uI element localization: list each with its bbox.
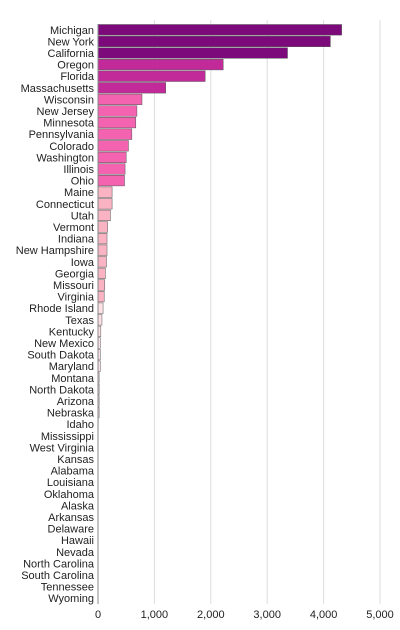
category-label: Florida (60, 71, 95, 83)
bar (97, 128, 133, 140)
bar (97, 256, 107, 268)
x-tick-label: 1,000 (141, 609, 169, 621)
category-label: North Carolina (23, 558, 95, 570)
category-label: Texas (65, 315, 94, 327)
category-label: Alabama (51, 466, 95, 478)
category-label: Arizona (57, 396, 95, 408)
bar (97, 82, 166, 94)
bar (97, 186, 113, 198)
bar (97, 105, 138, 117)
bar (97, 140, 129, 152)
category-label: South Dakota (27, 350, 95, 362)
category-label: Wyoming (48, 593, 94, 605)
category-label: Montana (51, 373, 95, 385)
category-label: Washington (36, 152, 94, 164)
category-label: Utah (71, 210, 94, 222)
category-label: Ohio (71, 176, 94, 188)
bar (97, 47, 288, 59)
category-label: Massachusetts (21, 83, 95, 95)
x-tick-label: 2,000 (197, 609, 225, 621)
category-label: Hawaii (61, 535, 94, 547)
category-label: Tennessee (41, 582, 94, 594)
category-label: Mississippi (41, 431, 94, 443)
category-label: Idaho (66, 419, 94, 431)
category-label: Georgia (55, 268, 95, 280)
category-label: Illinois (63, 164, 94, 176)
category-label: Michigan (50, 25, 94, 37)
bar (97, 244, 108, 256)
category-label: Alaska (61, 500, 95, 512)
bar (97, 198, 113, 210)
category-label: New York (48, 36, 95, 48)
bar (97, 175, 125, 187)
bar (97, 59, 224, 71)
category-label: Nevada (56, 547, 95, 559)
category-label: Louisiana (47, 477, 95, 489)
category-label: South Carolina (21, 570, 95, 582)
category-label: Minnesota (43, 118, 95, 130)
bar (97, 117, 137, 129)
gridlines (153, 20, 381, 604)
category-label: Kansas (57, 454, 94, 466)
bar (97, 93, 143, 105)
category-label: North Dakota (29, 384, 95, 396)
bar (97, 233, 108, 245)
category-label: Colorado (49, 141, 94, 153)
bar (97, 70, 206, 82)
category-label: New Mexico (34, 338, 94, 350)
category-label: Indiana (58, 234, 95, 246)
bar (97, 24, 342, 36)
category-label: New Hampshire (16, 245, 94, 257)
x-tick-label: 0 (95, 609, 101, 621)
x-tick-label: 3,000 (253, 609, 281, 621)
category-label: Pennsylvania (29, 129, 95, 141)
category-label: Maine (64, 187, 94, 199)
x-axis: 0 1,000 2,000 3,000 4,000 5,000 (95, 24, 394, 621)
bar (97, 163, 126, 175)
bar (97, 267, 106, 279)
category-label: Iowa (71, 257, 95, 269)
bar (97, 302, 104, 314)
bar (97, 291, 105, 303)
bar (97, 35, 331, 47)
category-label: California (48, 48, 95, 60)
category-label: Rhode Island (29, 303, 94, 315)
category-label: Wisconsin (44, 94, 94, 106)
category-label: Virginia (58, 292, 95, 304)
bars (97, 24, 342, 430)
bar (97, 151, 127, 163)
category-label: Oklahoma (44, 489, 95, 501)
x-tick-label: 5,000 (366, 609, 394, 621)
bar (97, 221, 108, 233)
bar (97, 314, 103, 326)
category-label: West Virginia (30, 442, 95, 454)
category-label: Nebraska (47, 408, 95, 420)
category-label: Kentucky (49, 326, 95, 338)
category-label: Vermont (53, 222, 94, 234)
bar (97, 279, 106, 291)
category-label: Delaware (48, 524, 94, 536)
bar (97, 209, 111, 221)
category-label: Connecticut (36, 199, 94, 211)
category-label: New Jersey (37, 106, 95, 118)
category-label: Maryland (49, 361, 94, 373)
category-label: Oregon (57, 60, 94, 72)
category-label: Missouri (53, 280, 94, 292)
x-tick-label: 4,000 (310, 609, 338, 621)
category-label: Arkansas (48, 512, 94, 524)
